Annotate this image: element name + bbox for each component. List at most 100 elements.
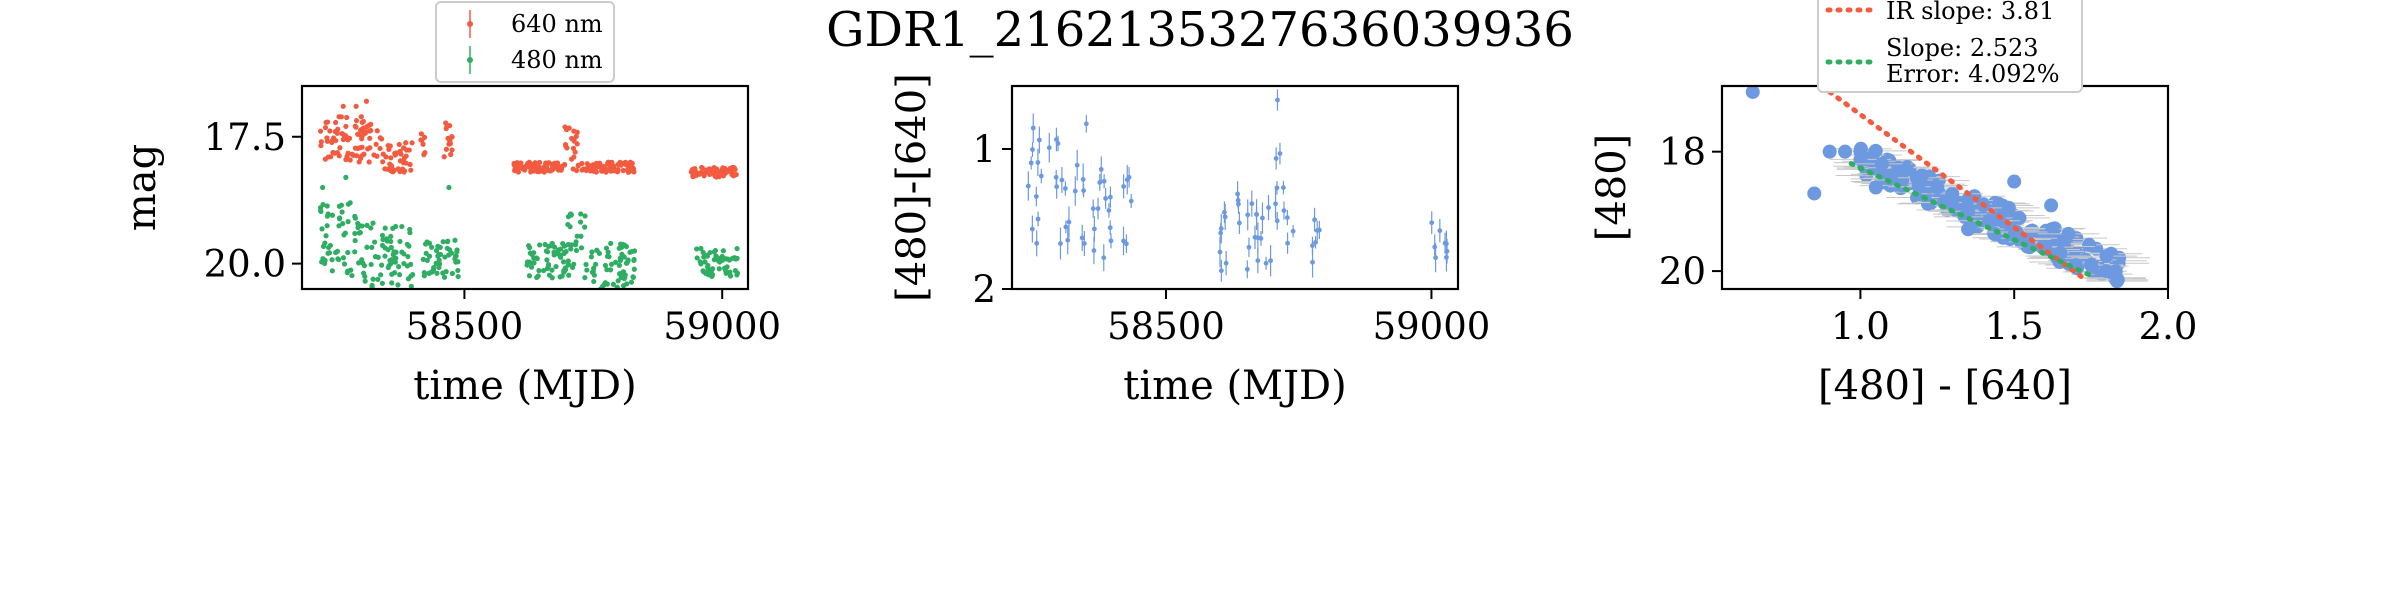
data-point — [700, 268, 706, 274]
data-point — [1807, 186, 1822, 201]
data-point — [455, 273, 461, 280]
data-point — [544, 163, 550, 169]
data-point — [368, 261, 374, 268]
data-point — [377, 145, 383, 152]
data-point — [627, 249, 633, 255]
data-point — [536, 268, 542, 274]
data-point — [336, 256, 342, 263]
data-point — [1868, 180, 1883, 195]
data-point — [405, 276, 411, 282]
data-point — [560, 240, 566, 247]
data-point — [2044, 198, 2059, 213]
data-point — [320, 184, 326, 191]
data-point — [448, 250, 455, 256]
data-point — [623, 260, 630, 266]
data-point — [722, 165, 728, 172]
data-point — [382, 253, 388, 259]
data-point — [617, 160, 623, 166]
data-point — [435, 253, 441, 259]
data-point — [370, 220, 376, 226]
data-point — [553, 263, 559, 270]
data-point — [1059, 177, 1065, 183]
data-point — [333, 249, 339, 256]
data-point — [407, 226, 413, 233]
data-point — [529, 163, 536, 170]
chart-color-magnitude: 1.0 1.5 2.0 18 20 [480] - [640] [480] IR slope:… — [1589, 0, 2197, 409]
data-point — [395, 166, 401, 172]
data-point — [593, 261, 599, 267]
data-point — [630, 274, 637, 280]
data-point — [369, 244, 375, 250]
data-point — [1314, 228, 1320, 233]
data-point — [370, 276, 376, 282]
data-point — [570, 145, 577, 151]
data-point — [1263, 260, 1269, 266]
data-point — [345, 201, 351, 207]
data-point — [631, 256, 637, 263]
data-point — [352, 249, 358, 255]
data-point — [446, 184, 452, 191]
data-point — [1244, 266, 1250, 272]
data-point — [1961, 192, 1976, 207]
y-tick-label: 17.5 — [204, 116, 286, 159]
data-point — [1236, 220, 1242, 226]
data-point — [1128, 198, 1134, 204]
data-point — [1106, 208, 1112, 213]
data-point — [1273, 156, 1279, 161]
data-point — [442, 254, 448, 260]
data-point — [570, 166, 576, 172]
data-point — [407, 161, 413, 168]
data-point — [1103, 196, 1109, 201]
data-point — [720, 248, 726, 254]
data-point — [1961, 222, 1976, 237]
data-point — [372, 239, 378, 245]
data-point — [336, 223, 342, 229]
data-point — [1065, 237, 1071, 243]
data-point — [582, 275, 588, 281]
data-point — [1046, 145, 1052, 151]
data-point — [1945, 192, 1960, 207]
data-point — [1853, 144, 1868, 159]
data-point — [574, 233, 580, 239]
data-point — [617, 257, 623, 264]
data-point — [387, 257, 393, 264]
data-point — [445, 135, 451, 141]
data-point — [550, 164, 556, 170]
data-point — [588, 254, 594, 260]
data-point — [590, 165, 596, 171]
data-point — [440, 239, 446, 245]
data-point — [538, 168, 544, 174]
y-axis-label: [480]-[640] — [889, 73, 935, 302]
data-point — [340, 255, 347, 261]
data-point — [531, 255, 537, 261]
data-point — [449, 147, 455, 153]
data-point — [357, 229, 363, 236]
data-point — [347, 135, 353, 141]
data-point — [1091, 248, 1097, 253]
data-point — [621, 254, 627, 260]
data-point — [1254, 212, 1260, 218]
figure-title: GDR1_2162135327636039936 — [826, 2, 1574, 58]
data-point — [374, 128, 380, 134]
data-point — [337, 145, 343, 151]
data-point — [689, 170, 696, 176]
data-point — [440, 270, 446, 276]
data-point — [435, 243, 441, 249]
data-point — [352, 230, 358, 237]
data-point — [403, 160, 409, 166]
chart-lightcurve: 58500 59000 17.5 20.0 time (MJD) mag 640 nm 480… — [119, 1, 781, 409]
data-point — [544, 265, 550, 272]
data-point — [421, 152, 427, 158]
data-point — [449, 270, 455, 277]
data-point — [454, 247, 460, 253]
data-point — [557, 164, 564, 170]
data-point — [603, 245, 610, 251]
data-point — [317, 128, 324, 134]
data-point — [706, 270, 712, 276]
data-point — [1429, 220, 1435, 226]
data-point — [379, 232, 386, 239]
fit-line-red — [1827, 89, 2085, 280]
data-point — [344, 114, 350, 121]
data-point — [368, 121, 374, 127]
data-point — [1275, 97, 1280, 103]
